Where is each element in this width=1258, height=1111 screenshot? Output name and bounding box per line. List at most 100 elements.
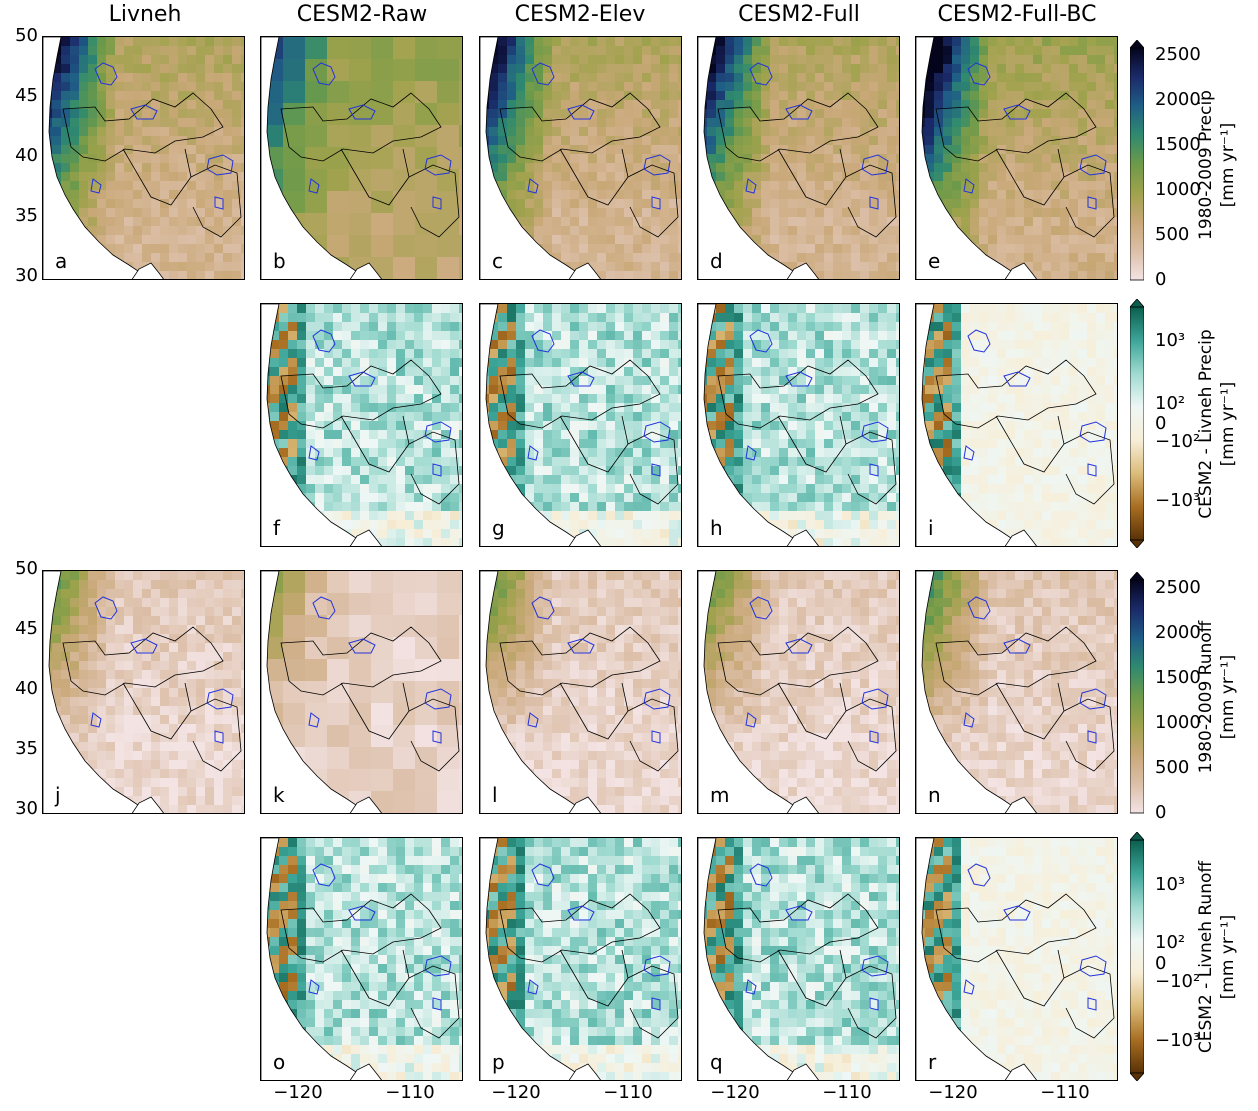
basin-outline — [312, 863, 336, 887]
column-title-livneh: Livneh — [108, 2, 182, 27]
basin-outline — [348, 371, 376, 387]
gulf-mask — [568, 1063, 601, 1080]
basin-outline — [967, 329, 991, 353]
basin-outline — [963, 712, 975, 728]
basin-outline — [1087, 997, 1097, 1011]
colorbar-extend-top — [1130, 299, 1144, 308]
basin-outline — [308, 178, 320, 194]
gulf-mask — [1004, 796, 1037, 813]
colorbar-precip — [1130, 40, 1144, 281]
basin-outline — [1003, 638, 1031, 654]
map-field — [43, 571, 244, 813]
panel-label: l — [492, 783, 498, 807]
colorbar-tick-label: 1000 — [1155, 712, 1201, 733]
map-panel-f: f — [260, 303, 463, 547]
basin-outline — [531, 596, 555, 620]
basin-outline — [1079, 421, 1107, 443]
basin-outline — [749, 329, 773, 353]
colorbar-tick-label: 1000 — [1155, 179, 1201, 200]
basin-outline — [348, 905, 376, 921]
basin-outline — [785, 371, 813, 387]
field-cells — [261, 838, 462, 1080]
y-tick-label: 45 — [15, 618, 38, 639]
basin-outline — [90, 178, 102, 194]
basin-outline — [1079, 688, 1107, 710]
region-boundaries — [499, 359, 679, 505]
basin-outline — [1003, 905, 1031, 921]
map-field — [480, 838, 681, 1080]
panel-label: q — [710, 1050, 723, 1074]
panel-label: o — [273, 1050, 286, 1074]
colorbar-tick-label: 2500 — [1155, 577, 1201, 598]
basin-outline — [1003, 104, 1031, 120]
panel-label: m — [710, 783, 730, 807]
basin-outline — [1003, 371, 1031, 387]
basin-outline — [963, 979, 975, 995]
region-boundaries — [280, 92, 460, 238]
gulf-mask — [349, 1063, 382, 1080]
gulf-mask — [786, 529, 819, 546]
panel-label: k — [273, 783, 285, 807]
basin-outline — [861, 154, 889, 176]
y-tick-label: 50 — [15, 558, 38, 579]
region-boundaries — [62, 92, 242, 238]
map-field — [916, 838, 1117, 1080]
basin-outline — [432, 730, 442, 744]
gulf-mask — [349, 529, 382, 546]
basin-outline — [749, 62, 773, 86]
basin-outline — [1087, 730, 1097, 744]
colorbar-tick-label: 10² — [1155, 932, 1186, 953]
x-tick-label: −120 — [710, 1082, 760, 1103]
colorbar-tick-label: 2000 — [1155, 89, 1201, 110]
basin-outline — [308, 712, 320, 728]
gulf-mask — [568, 796, 601, 813]
region-boundaries — [935, 92, 1115, 238]
basin-outline — [308, 979, 320, 995]
map-panel-g: g — [479, 303, 682, 547]
colorbar-tick-label: 1500 — [1155, 134, 1201, 155]
x-tick-label: −120 — [273, 1082, 323, 1103]
region-boundaries — [935, 359, 1115, 505]
basin-outline — [312, 596, 336, 620]
basin-outline — [432, 463, 442, 477]
basin-outline — [348, 638, 376, 654]
colorbar-tick-label: −10³ — [1155, 490, 1201, 511]
gulf-mask — [786, 1063, 819, 1080]
colorbar-runoff-diff — [1130, 832, 1144, 1081]
map-field — [261, 304, 462, 546]
y-tick-label: 40 — [15, 145, 38, 166]
column-title-cesm2-full-bc: CESM2-Full-BC — [937, 2, 1097, 27]
basin-outline — [206, 688, 234, 710]
basin-outline — [424, 688, 452, 710]
map-panel-r: r — [915, 837, 1118, 1081]
gulf-mask — [349, 262, 382, 279]
basin-outline — [963, 178, 975, 194]
x-tick-label: −110 — [385, 1082, 435, 1103]
colorbar-tick-label: 0 — [1155, 413, 1167, 434]
basin-outline — [869, 730, 879, 744]
colorbar-tick-label: 0 — [1155, 802, 1167, 823]
map-panel-j: j — [42, 570, 245, 814]
map-panel-e: e — [915, 36, 1118, 280]
y-tick-label: 30 — [15, 265, 38, 286]
colorbar-title-line: CESM2 - Livneh Runoff — [1196, 860, 1216, 1054]
x-tick-label: −110 — [603, 1082, 653, 1103]
basin-outline — [967, 62, 991, 86]
map-panel-c: c — [479, 36, 682, 280]
panel-label: n — [928, 783, 941, 807]
basin-outline — [312, 62, 336, 86]
column-title-cesm2-elev: CESM2-Elev — [514, 2, 646, 27]
colorbar-tick-label: 500 — [1155, 757, 1190, 778]
colorbar-title-unit: [mm yr⁻¹] — [1218, 381, 1238, 467]
basin-outline — [424, 955, 452, 977]
panel-label: h — [710, 516, 723, 540]
basin-outline — [527, 712, 539, 728]
region-boundaries — [280, 626, 460, 772]
gulf-mask — [786, 796, 819, 813]
basin-outline — [312, 329, 336, 353]
basin-outline — [745, 445, 757, 461]
colorbar-tick-label: 0 — [1155, 269, 1167, 290]
basin-outline — [745, 712, 757, 728]
basin-outline — [861, 421, 889, 443]
map-panel-o: o — [260, 837, 463, 1081]
